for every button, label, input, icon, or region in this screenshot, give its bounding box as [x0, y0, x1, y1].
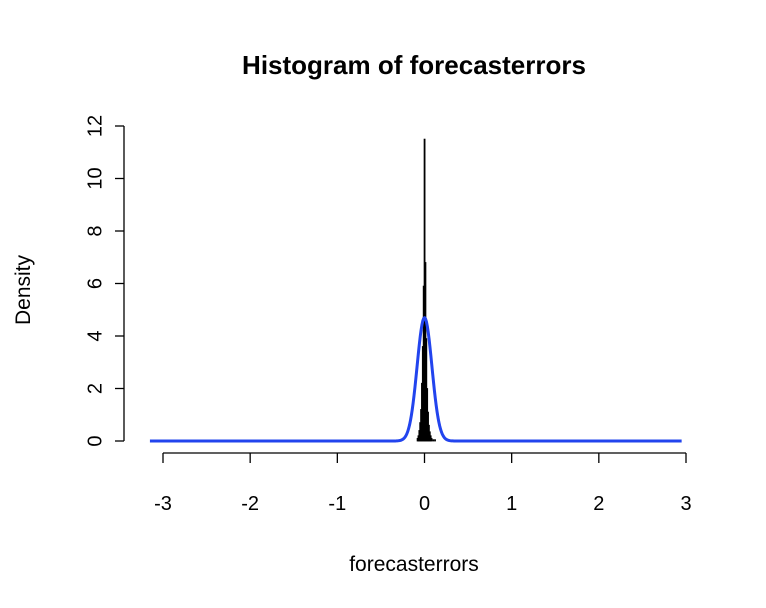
- histogram-bars: [416, 138, 436, 442]
- histogram-bar: [430, 437, 433, 442]
- x-axis: -3 -2 -1 0 1 2 3: [154, 452, 692, 515]
- x-tick-label: -3: [154, 493, 172, 515]
- x-tick-label: -2: [241, 493, 259, 515]
- y-axis-label: Density: [12, 254, 35, 325]
- x-tick-label: 2: [593, 493, 604, 515]
- y-tick-label: 6: [84, 278, 106, 289]
- density-curve-layer: [149, 316, 683, 443]
- density-curve: [149, 316, 683, 443]
- histogram-bar: [434, 439, 436, 442]
- x-tick-label: 3: [680, 493, 691, 515]
- x-tick-label: 1: [506, 493, 517, 515]
- x-axis-label: forecasterrors: [349, 553, 479, 576]
- y-tick-label: 12: [84, 115, 106, 137]
- y-tick-label: 4: [84, 330, 106, 341]
- y-axis: 0 2 4 6 8 10 12: [84, 115, 125, 447]
- y-tick-label: 2: [84, 383, 106, 394]
- y-tick-label: 8: [84, 225, 106, 236]
- chart-title: Histogram of forecasterrors: [242, 50, 586, 80]
- x-tick-label: 0: [419, 493, 430, 515]
- y-tick-label: 0: [84, 435, 106, 446]
- y-tick-label: 10: [84, 167, 106, 189]
- histogram-bar: [432, 439, 435, 442]
- x-tick-label: -1: [328, 493, 346, 515]
